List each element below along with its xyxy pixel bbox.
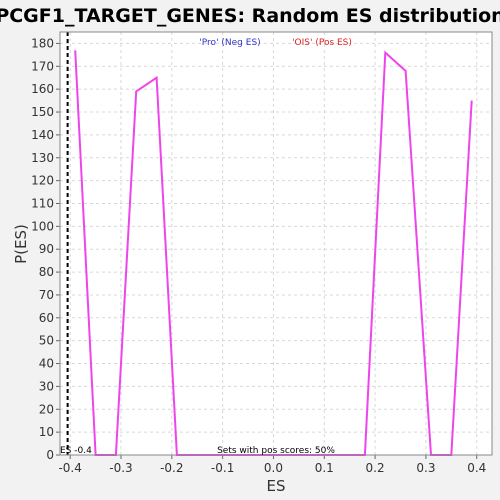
plot-border: [59, 31, 493, 456]
x-tick-label: 0.3: [416, 461, 435, 475]
y-tick-label: 40: [39, 357, 54, 371]
y-tick-label: 140: [31, 128, 54, 142]
y-tick-label: 60: [39, 311, 54, 325]
x-tick-label: 0.1: [315, 461, 334, 475]
y-tick-label: 90: [39, 242, 54, 256]
x-tick-label: -0.3: [109, 461, 132, 475]
x-axis-label: ES: [267, 477, 286, 495]
y-tick-label: 110: [31, 196, 54, 210]
plot-area: [60, 32, 492, 455]
y-tick-label: 0: [46, 448, 54, 462]
chart-title: PCGF1_TARGET_GENES: Random ES distributi…: [0, 5, 500, 27]
x-tick-label: 0.4: [467, 461, 486, 475]
x-tick-label: 0.2: [366, 461, 385, 475]
x-tick-label: -0.1: [211, 461, 234, 475]
y-tick-label: 170: [31, 59, 54, 73]
y-tick-label: 50: [39, 334, 54, 348]
y-tick-label: 100: [31, 219, 54, 233]
y-tick-label: 70: [39, 288, 54, 302]
y-tick-label: 120: [31, 174, 54, 188]
y-tick-label: 10: [39, 425, 54, 439]
y-tick-label: 80: [39, 265, 54, 279]
y-axis-label: P(ES): [12, 224, 30, 264]
x-tick-label: -0.2: [160, 461, 183, 475]
y-tick-label: 150: [31, 105, 54, 119]
pos-es-label: 'OIS' (Pos ES): [292, 38, 352, 48]
y-tick-label: 180: [31, 36, 54, 50]
es-value-label: ES -0.4: [60, 446, 92, 456]
neg-es-label: 'Pro' (Neg ES): [199, 38, 260, 48]
x-axis-ticks: -0.4 -0.3 -0.2 -0.1 0.0 0.1 0.2 0.3 0.4: [58, 455, 486, 475]
y-tick-label: 160: [31, 82, 54, 96]
y-tick-label: 20: [39, 402, 54, 416]
pos-scores-label: Sets with pos scores: 50%: [217, 446, 335, 456]
y-tick-label: 30: [39, 379, 54, 393]
y-tick-label: 130: [31, 151, 54, 165]
x-tick-label: 0.0: [264, 461, 283, 475]
x-tick-label: -0.4: [58, 461, 81, 475]
y-axis-ticks: 0 10 20 30 40 50 60 70 80 90 100 110 120 130 140 150 160…: [31, 36, 60, 462]
